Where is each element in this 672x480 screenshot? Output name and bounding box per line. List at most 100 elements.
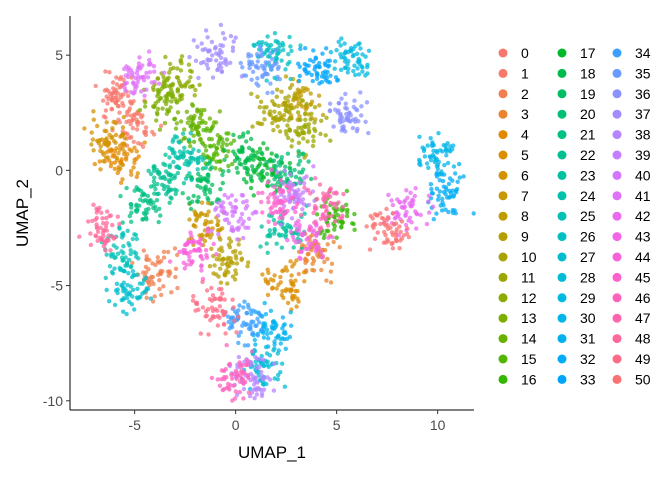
data-point [111,138,117,144]
data-point [250,332,255,337]
data-point [317,182,323,187]
data-point [156,191,161,196]
data-point [272,326,277,331]
data-point [426,165,431,170]
data-point [343,105,348,111]
data-point [227,361,233,367]
data-point [103,275,109,281]
data-point [272,273,277,278]
data-point [426,193,432,198]
data-point [246,390,252,395]
data-point [268,210,274,216]
legend-swatch [498,150,508,160]
legend-label: 28 [580,269,596,285]
data-point [215,308,220,313]
data-point [265,146,270,151]
data-point [136,141,141,146]
data-point [297,78,302,84]
legend-label: 40 [635,167,651,183]
data-point [217,383,223,388]
data-point [266,199,271,205]
data-point [312,220,317,225]
data-point [394,238,399,244]
data-point [288,44,293,49]
data-point [161,74,166,80]
data-point [174,188,179,193]
data-point [236,225,242,230]
data-point [297,239,302,244]
data-point [378,221,383,227]
data-point [443,185,449,190]
data-point [296,180,302,185]
data-point [309,72,314,78]
data-point [181,153,187,158]
data-point [311,228,317,233]
legend-item: 4 [498,127,529,143]
cluster-25-points [99,225,141,281]
data-point [308,191,313,196]
data-point [318,216,324,221]
legend-item: 39 [612,147,651,163]
data-point [404,188,409,193]
data-point [184,251,189,256]
data-point [315,71,320,77]
data-point [128,248,133,253]
data-point [326,235,331,240]
legend-item: 38 [612,127,651,143]
data-point [324,208,329,213]
data-point [438,148,443,153]
data-point [285,238,290,243]
data-point [98,148,103,153]
data-point [417,157,422,163]
legend-item: 23 [557,167,596,183]
data-point [239,74,245,79]
legend-label: 5 [521,147,529,163]
data-point [421,148,427,154]
data-point [206,332,211,337]
data-point [325,256,330,262]
data-point [403,222,409,228]
data-point [226,149,231,154]
data-point [296,218,301,224]
data-point [196,159,201,165]
data-point [242,343,247,348]
data-point [252,337,257,343]
data-point [344,213,350,219]
data-point [337,245,342,250]
legend-item: 34 [612,45,651,61]
data-point [118,95,124,100]
data-point [437,178,442,183]
legend-swatch [557,252,567,262]
data-point [232,158,238,163]
data-point [306,125,311,130]
data-point [203,28,209,33]
data-point [95,238,100,243]
data-point [360,65,365,70]
data-point [319,79,324,85]
data-point [332,66,337,71]
data-point [152,164,157,169]
data-point [175,110,181,115]
data-point [285,151,291,156]
data-point [336,39,341,44]
data-point [178,119,184,124]
data-point [102,128,107,133]
data-point [142,104,148,109]
data-point [290,297,295,302]
data-point [157,286,162,292]
data-point [258,244,263,249]
data-point [155,76,161,81]
data-point [275,210,280,215]
data-point [338,120,343,125]
data-point [115,214,121,219]
data-point [334,235,339,240]
legend-swatch [612,191,622,201]
data-point [220,387,225,393]
data-point [220,291,225,296]
data-point [144,87,149,92]
data-point [192,93,197,98]
data-point [261,141,266,146]
data-point [215,66,221,72]
data-point [89,142,94,147]
